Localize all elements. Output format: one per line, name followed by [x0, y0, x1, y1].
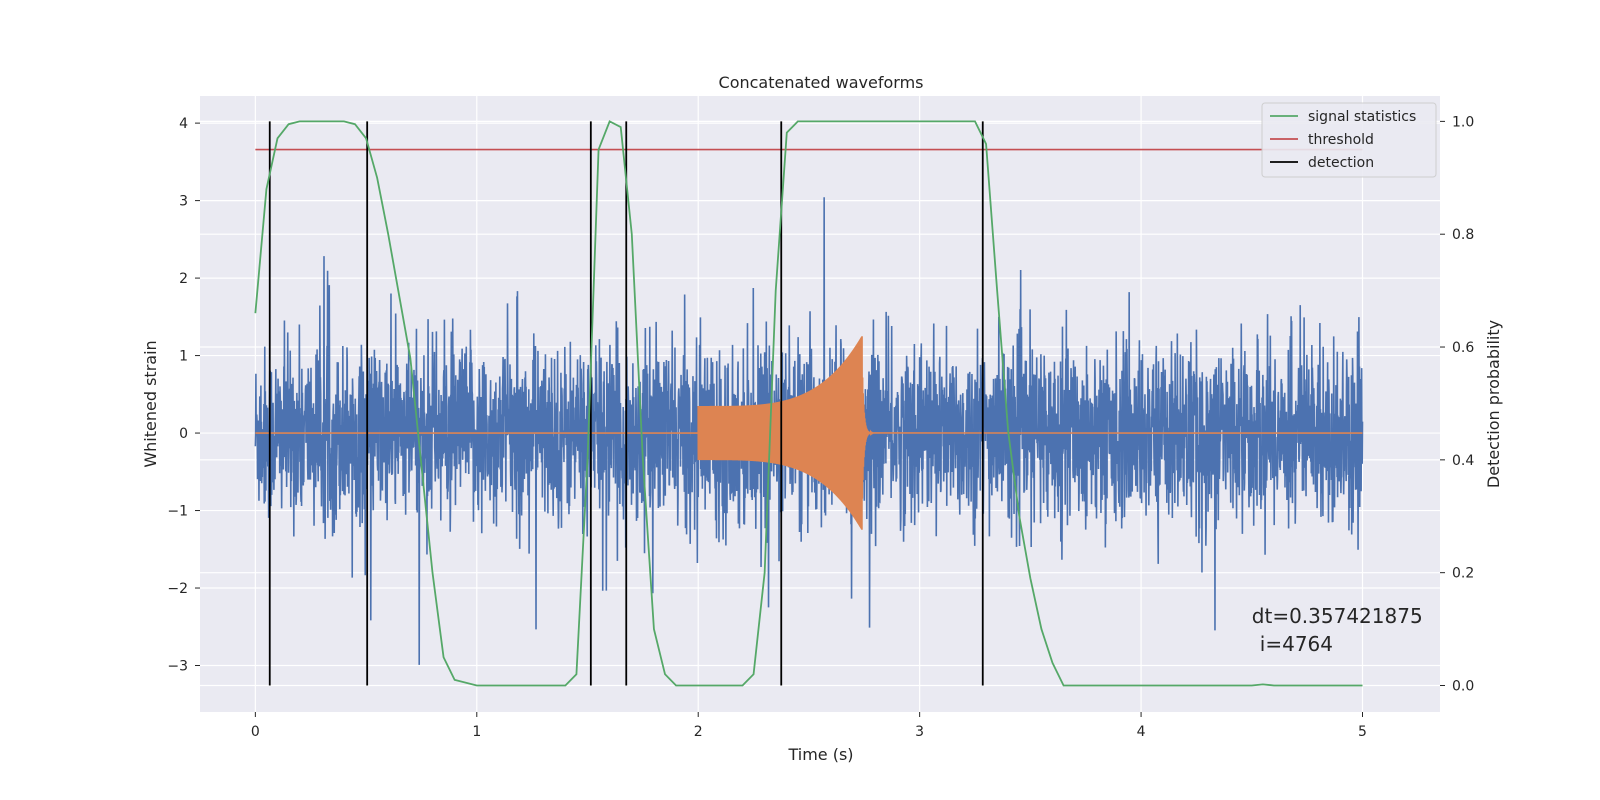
- y2-tick-label: 0.8: [1452, 227, 1474, 243]
- annotation-dt: dt=0.357421875: [1252, 604, 1423, 628]
- y2-tick-label: 0.6: [1452, 340, 1474, 356]
- y-tick-label: 0: [179, 426, 188, 442]
- detection-series: [268, 121, 984, 686]
- y2-tick-label: 0.2: [1452, 566, 1474, 582]
- chart-title: Concatenated waveforms: [719, 73, 924, 92]
- y-tick-label: −2: [167, 581, 188, 597]
- x-tick-label: 4: [1137, 724, 1146, 740]
- annotation-index: i=4764: [1260, 632, 1333, 656]
- x-axis-label: Time (s): [787, 745, 853, 764]
- y-tick-label: 3: [179, 194, 188, 210]
- legend-label-signal-statistics: signal statistics: [1308, 109, 1416, 125]
- x-tick-label: 0: [251, 724, 260, 740]
- legend-label-detection: detection: [1308, 155, 1374, 171]
- chirp-series: [255, 336, 1363, 530]
- y-tick-label: 4: [179, 116, 188, 132]
- ticks: 0 1 2 3 4 5 −3 −2 −1 0 1 2 3 4 0.0 0.2 0.4 0.6 0.8 1.0: [167, 114, 1474, 740]
- y-tick-label: −3: [167, 659, 188, 675]
- signal-statistics-series: [254, 120, 1363, 687]
- y2-tick-label: 1.0: [1452, 114, 1474, 130]
- x-tick-label: 2: [694, 724, 703, 740]
- chirp-line: [255, 336, 1363, 530]
- legend-label-threshold: threshold: [1308, 132, 1374, 148]
- y-tick-label: 2: [179, 271, 188, 287]
- legend: signal statistics threshold detection: [1261, 102, 1437, 178]
- legend-box: [1261, 102, 1437, 178]
- x-tick-label: 5: [1358, 724, 1367, 740]
- y-tick-label: 1: [179, 349, 188, 365]
- x-tick-label: 1: [472, 724, 481, 740]
- y2-tick-label: 0.4: [1452, 453, 1474, 469]
- x-tick-label: 3: [915, 724, 924, 740]
- signal-statistics-line: [254, 120, 1363, 687]
- y2-tick-label: 0.0: [1452, 678, 1474, 694]
- y-tick-label: −1: [167, 504, 188, 520]
- y2-axis-label: Detection probability: [1484, 320, 1503, 488]
- y-axis-label: Whitened strain: [141, 340, 160, 467]
